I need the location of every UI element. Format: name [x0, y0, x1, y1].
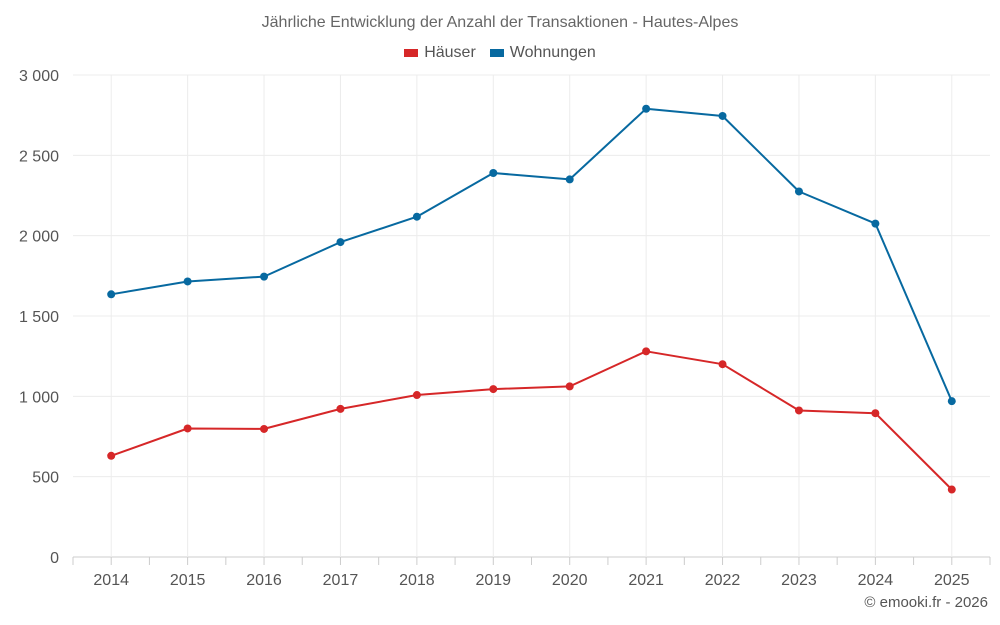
x-tick-label: 2023 [781, 572, 817, 589]
data-point-haeuser [336, 404, 345, 413]
data-point-wohnungen [183, 277, 192, 286]
x-tick-label: 2021 [628, 572, 664, 589]
x-tick-label: 2016 [246, 572, 282, 589]
data-point-haeuser [489, 385, 498, 394]
data-point-haeuser [260, 424, 269, 433]
x-tick-label: 2014 [93, 572, 129, 589]
chart-title: Jährliche Entwicklung der Anzahl der Tra… [261, 14, 739, 31]
legend-swatch-wohnungen [489, 49, 504, 57]
data-point-wohnungen [260, 272, 269, 281]
data-point-haeuser [718, 360, 727, 369]
data-point-haeuser [412, 391, 421, 400]
x-tick-label: 2018 [399, 572, 435, 589]
x-tick-label: 2022 [705, 572, 741, 589]
y-tick-label: 1 000 [19, 389, 59, 406]
legend-item-wohnungen[interactable]: Wohnungen [489, 44, 596, 62]
legend-item-haeuser[interactable]: Häuser [404, 44, 476, 62]
data-point-wohnungen [412, 212, 421, 221]
data-point-wohnungen [794, 187, 803, 196]
x-tick-label: 2015 [170, 572, 206, 589]
x-tick-label: 2025 [934, 572, 970, 589]
x-tick-label: 2024 [858, 572, 894, 589]
series-line-wohnungen [111, 107, 953, 402]
data-point-wohnungen [642, 104, 651, 113]
data-point-wohnungen [336, 238, 345, 247]
data-point-haeuser [794, 406, 803, 415]
x-tick-label: 2019 [475, 572, 511, 589]
x-tick-label: 2020 [552, 572, 588, 589]
y-tick-label: 2 500 [19, 148, 59, 165]
legend-label-wohnungen: Wohnungen [509, 44, 596, 61]
series-line-haeuser [110, 350, 953, 491]
data-point-haeuser [565, 382, 574, 391]
y-tick-label: 0 [50, 550, 59, 567]
data-point-wohnungen [871, 219, 880, 228]
credit-text: © emooki.fr - 2026 [864, 594, 988, 611]
data-point-wohnungen [718, 111, 727, 120]
data-point-wohnungen [565, 175, 574, 184]
data-point-wohnungen [947, 397, 956, 406]
data-point-haeuser [107, 451, 116, 460]
data-point-haeuser [947, 485, 956, 494]
data-point-wohnungen [489, 169, 498, 178]
y-tick-label: 3 000 [19, 68, 59, 85]
y-tick-label: 500 [32, 470, 59, 487]
data-point-haeuser [871, 409, 880, 418]
chart-legend: Häuser Wohnungen [0, 44, 1000, 62]
data-point-wohnungen [107, 290, 116, 299]
legend-swatch-haeuser [404, 49, 419, 57]
data-point-haeuser [642, 347, 651, 356]
y-tick-label: 1 500 [19, 309, 59, 326]
legend-label-haeuser: Häuser [424, 44, 476, 61]
y-tick-label: 2 000 [19, 229, 59, 246]
data-point-haeuser [183, 424, 192, 433]
x-tick-label: 2017 [323, 572, 359, 589]
